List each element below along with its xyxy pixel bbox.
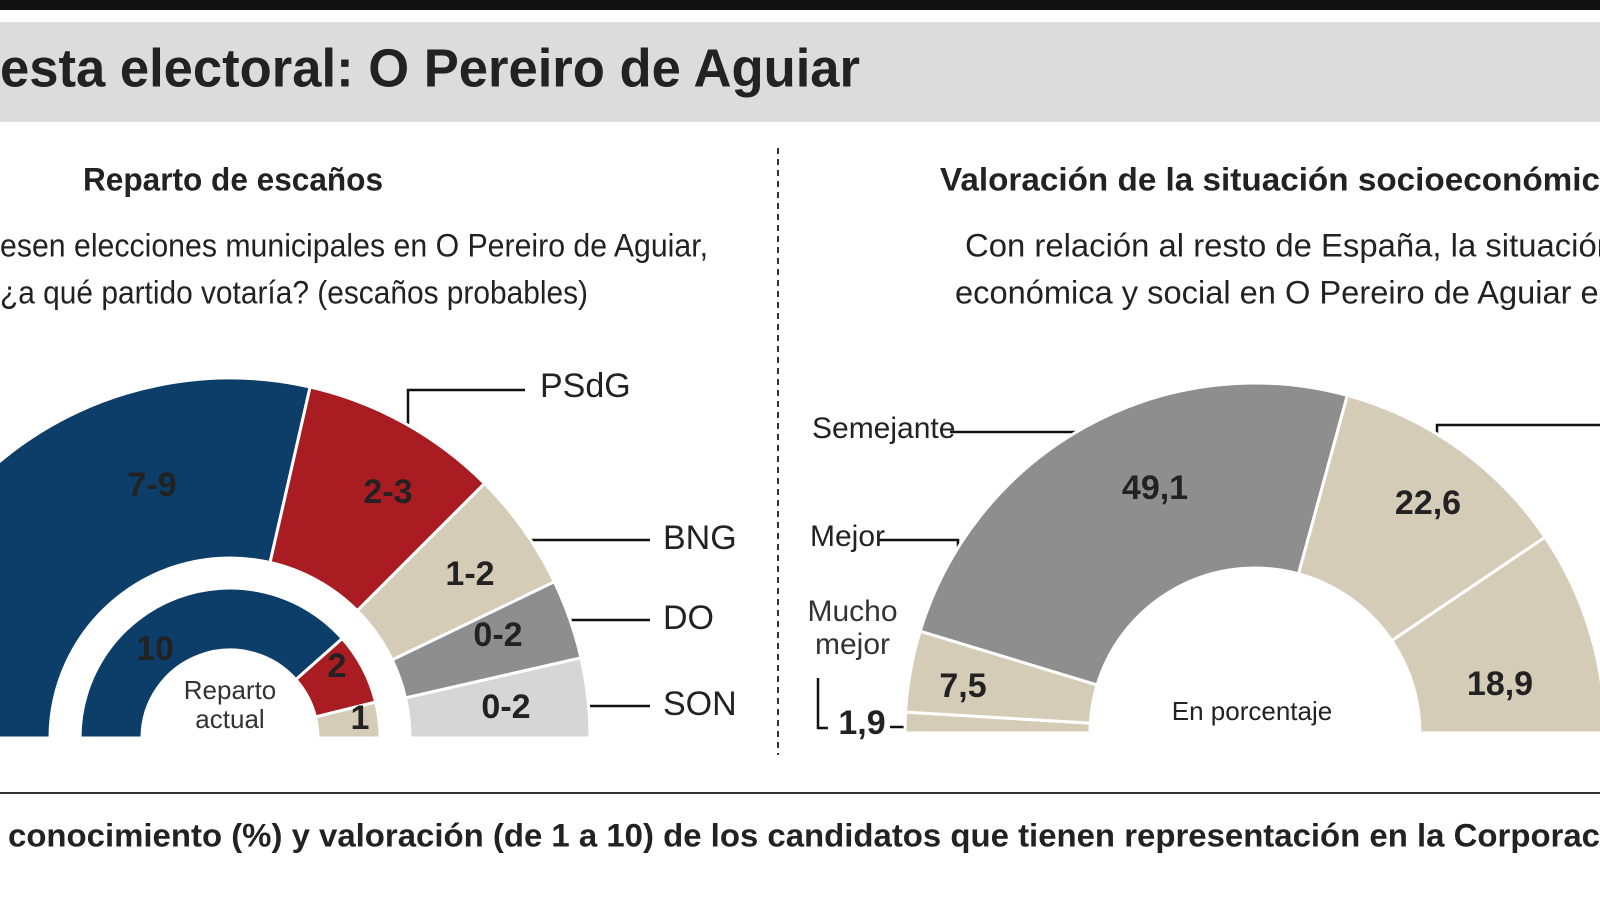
value-label: 1-2 — [445, 555, 494, 593]
value-label: 10 — [136, 630, 174, 668]
value-label: 22,6 — [1395, 484, 1461, 522]
category-label: DO — [663, 599, 714, 637]
value-label: 2-3 — [363, 473, 412, 511]
chart-subtitle: ¿a qué partido votaría? (escaños probabl… — [0, 274, 588, 310]
value-label: 7,5 — [939, 667, 986, 705]
category-label: Mejor — [810, 520, 885, 553]
chart-title: Valoración de la situación socioeconómic — [940, 161, 1600, 197]
title-banner — [0, 22, 1600, 122]
value-label: 49,1 — [1122, 469, 1188, 507]
chart-title: Reparto de escaños — [83, 161, 383, 197]
value-label: 18,9 — [1467, 665, 1533, 703]
category-label: Semejante — [812, 412, 955, 445]
page-title: esta electoral: O Pereiro de Aguiar — [0, 38, 860, 98]
ring-note: Reparto actual — [183, 676, 277, 734]
category-label: BNG — [663, 519, 737, 557]
segment — [0, 376, 312, 740]
footer-text: conocimiento (%) y valoración (de 1 a 10… — [8, 817, 1600, 853]
segment — [403, 656, 592, 740]
value-label: 0-2 — [473, 616, 522, 654]
segment — [78, 586, 345, 740]
value-label: 1,9 — [838, 704, 885, 742]
chart-subtitle: esen elecciones municipales en O Pereiro… — [0, 227, 708, 263]
segment — [1389, 535, 1600, 735]
segment — [918, 381, 1350, 687]
value-label: 2 — [328, 647, 347, 685]
segment — [313, 700, 382, 740]
ring-note-box: Reparto actual — [183, 676, 277, 734]
category-label: PSdG — [540, 367, 631, 405]
value-label: 7-9 — [127, 466, 176, 504]
category-label: SON — [663, 685, 737, 723]
value-label: 1 — [351, 699, 370, 737]
category-label-box: Mucho mejor — [807, 595, 898, 661]
chart-subtitle: económica y social en O Pereiro de Aguia… — [955, 274, 1600, 310]
segment — [1296, 393, 1548, 643]
chart-subtitle: Con relación al resto de España, la situ… — [965, 227, 1600, 263]
category-label: Mucho mejor — [807, 595, 898, 661]
annotation: En porcentaje — [1172, 696, 1332, 726]
top-bar — [0, 0, 1600, 10]
value-label: 0-2 — [481, 688, 530, 726]
